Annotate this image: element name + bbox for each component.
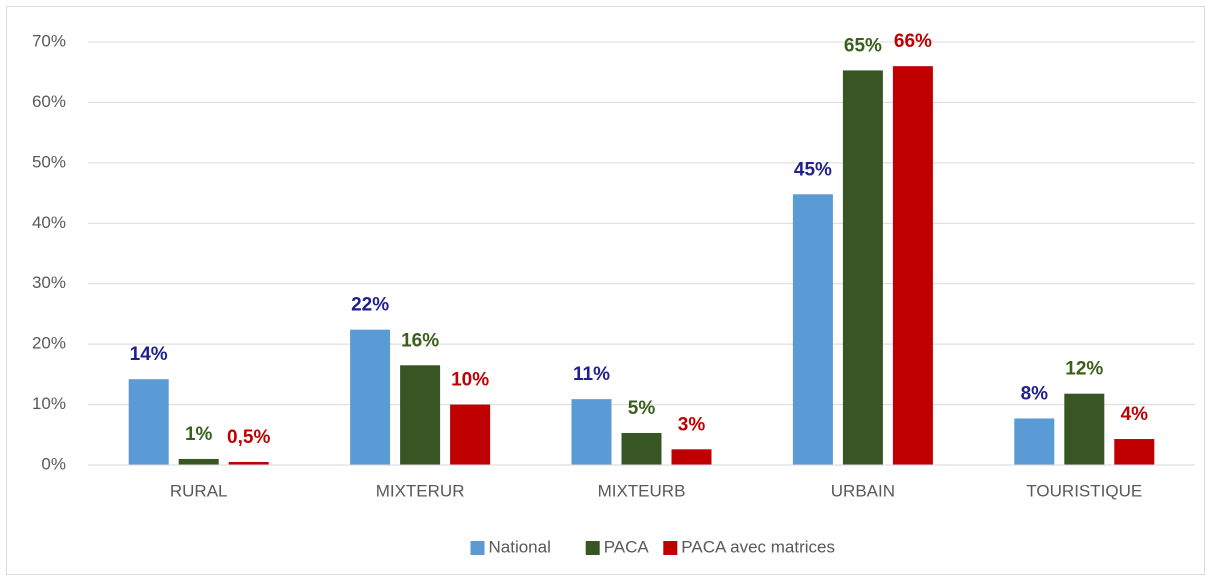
y-tick-label: 70% (32, 31, 66, 50)
value-label: 65% (844, 35, 882, 56)
y-tick-label: 60% (32, 92, 66, 111)
bar (621, 432, 662, 465)
value-label: 22% (351, 295, 389, 316)
legend-swatch (470, 541, 485, 555)
y-tick-label: 10% (32, 394, 66, 413)
bar (228, 461, 269, 465)
value-label: 4% (1121, 404, 1149, 425)
bar (128, 379, 169, 465)
value-label: 3% (678, 414, 706, 435)
x-tick-label: MIXTEURB (598, 481, 686, 500)
x-tick-label: TOURISTIQUE (1026, 481, 1142, 500)
value-label: 1% (185, 424, 213, 445)
y-tick-label: 40% (32, 213, 66, 232)
value-label: 16% (401, 330, 439, 351)
value-label: 10% (451, 370, 489, 391)
value-label: 66% (894, 31, 932, 52)
x-tick-label: URBAIN (831, 481, 895, 500)
x-tick-label: RURAL (170, 481, 228, 500)
value-label: 8% (1021, 383, 1049, 404)
bar (1064, 393, 1105, 465)
legend-label: PACA (604, 537, 650, 556)
y-tick-label: 20% (32, 334, 66, 353)
bar (571, 399, 612, 465)
bar (671, 449, 712, 465)
bar (792, 194, 833, 465)
value-label: 5% (628, 398, 656, 419)
x-tick-label: MIXTERUR (376, 481, 465, 500)
value-label: 11% (573, 364, 610, 385)
legend-swatch (585, 541, 600, 555)
y-tick-label: 30% (32, 273, 66, 292)
y-tick-label: 50% (32, 152, 66, 171)
bar (350, 329, 391, 465)
legend-swatch (663, 541, 678, 555)
bar (1114, 439, 1155, 465)
bar (400, 365, 441, 465)
legend-label: PACA avec matrices (681, 537, 835, 556)
bar (178, 458, 219, 465)
chart-border (6, 6, 1205, 575)
bar (1014, 418, 1055, 465)
bar (842, 70, 883, 465)
bar (450, 404, 491, 465)
y-tick-label: 0% (41, 454, 66, 473)
value-label: 14% (130, 344, 168, 365)
value-label: 0,5% (227, 427, 270, 448)
value-label: 12% (1065, 359, 1103, 380)
legend-label: National (489, 537, 551, 556)
bar (892, 66, 933, 466)
value-label: 45% (794, 159, 832, 180)
